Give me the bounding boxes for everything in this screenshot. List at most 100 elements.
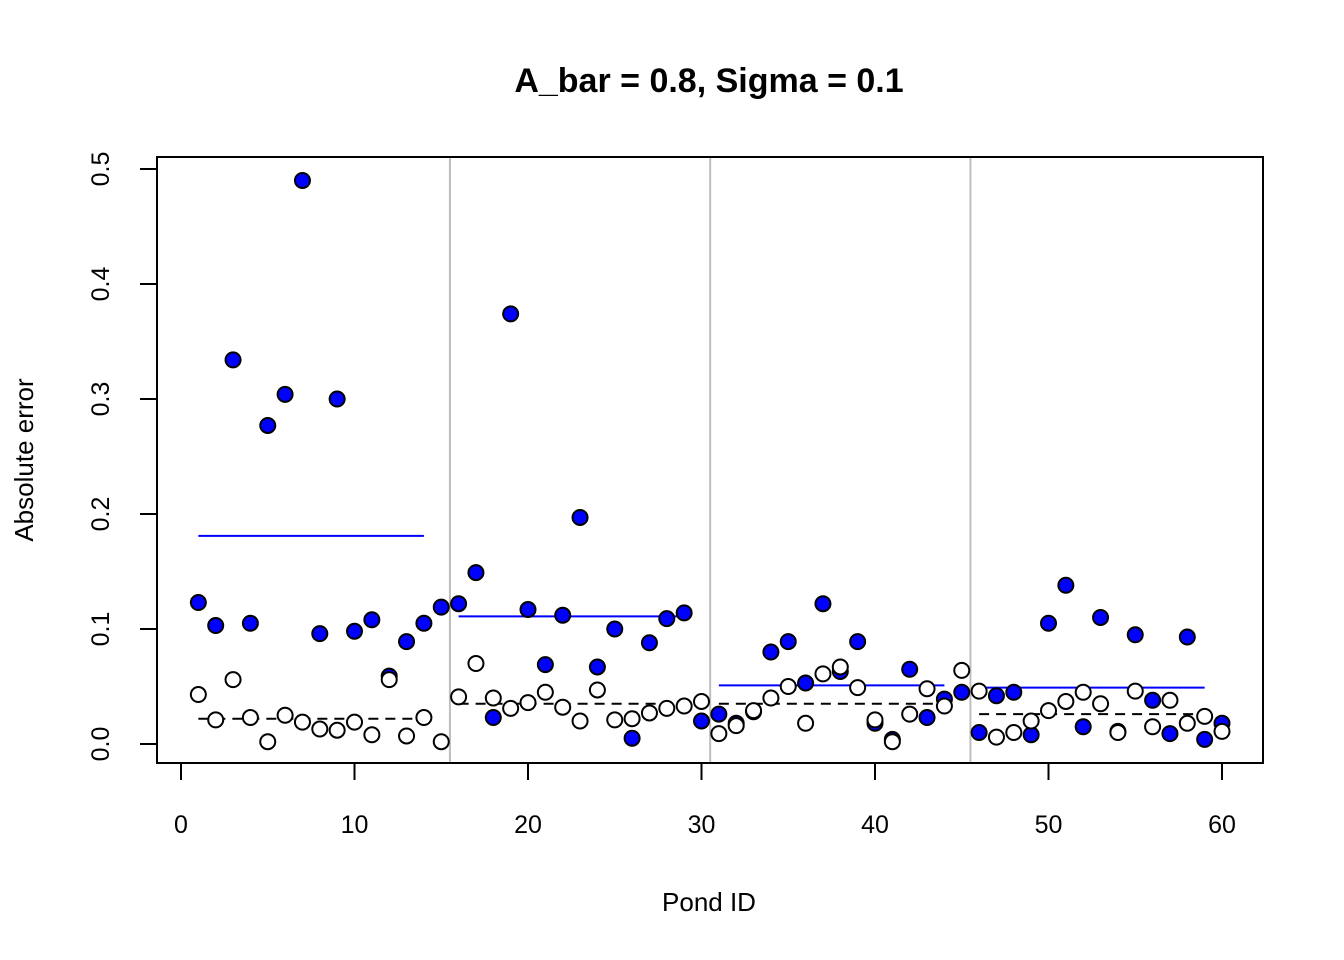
data-point-open [536, 683, 554, 701]
data-point-open [484, 689, 502, 707]
data-point-open [293, 713, 311, 731]
data-point-open [727, 717, 745, 735]
data-point-filled [311, 625, 329, 643]
x-axis-label: Pond ID [662, 887, 756, 917]
data-point-filled [363, 611, 381, 629]
data-point-open [519, 694, 537, 712]
data-point-open [363, 726, 381, 744]
data-point-open [1196, 707, 1214, 725]
x-tick-label: 40 [861, 811, 889, 839]
x-tick-label: 20 [514, 811, 542, 839]
data-point-filled [1022, 726, 1040, 744]
data-point-open [224, 671, 242, 689]
data-point-filled [502, 305, 520, 323]
data-point-open [259, 733, 277, 751]
y-axis: 0.0 0.1 0.2 0.3 0.4 0.5 [87, 152, 158, 762]
data-point-filled [1005, 683, 1023, 701]
data-point-open [1178, 714, 1196, 732]
data-point-filled [1126, 626, 1144, 644]
data-point-open [814, 665, 832, 683]
data-point-open [901, 705, 919, 723]
data-point-open [328, 721, 346, 739]
x-tick-label: 30 [688, 811, 716, 839]
data-point-open [1126, 682, 1144, 700]
data-point-open [883, 733, 901, 751]
data-point-filled [276, 385, 294, 403]
data-point-filled [241, 614, 259, 632]
data-point-filled [901, 660, 919, 678]
data-point-filled [623, 729, 641, 747]
data-point-open [467, 655, 485, 672]
data-point-open [658, 699, 676, 717]
data-point-open [554, 698, 572, 716]
y-tick-label: 0.4 [87, 267, 115, 302]
x-tick-label: 50 [1035, 811, 1063, 839]
data-point-open [693, 692, 710, 710]
data-point-open [849, 679, 867, 697]
data-point-open [1022, 712, 1040, 730]
data-point-open [380, 671, 398, 689]
data-point-open [866, 711, 884, 729]
data-point-open [207, 711, 225, 729]
data-point-filled [398, 633, 416, 651]
data-point-open [1144, 718, 1162, 736]
data-point-filled [207, 617, 225, 635]
data-point-open [831, 658, 849, 676]
data-point-filled [432, 598, 450, 616]
data-point-open [1213, 722, 1231, 740]
data-point-open [797, 714, 815, 732]
data-point-open [1057, 692, 1075, 710]
data-point-open [1074, 683, 1092, 701]
data-point-filled [987, 687, 1005, 705]
data-point-filled [1057, 576, 1075, 594]
data-point-filled [346, 622, 363, 640]
data-point-open [346, 713, 363, 731]
data-point-filled [779, 633, 797, 651]
data-point-filled [293, 172, 311, 189]
data-point-filled [814, 595, 832, 613]
data-point-filled [1161, 725, 1179, 743]
data-point-open [276, 706, 294, 724]
data-point-filled [415, 614, 433, 632]
data-point-open [450, 688, 468, 706]
data-point-open [970, 682, 988, 700]
data-point-filled [1092, 609, 1110, 626]
data-point-filled [536, 656, 554, 674]
data-point-filled [1074, 718, 1092, 736]
data-point-open [398, 727, 416, 745]
data-point-open [1109, 724, 1127, 741]
data-point-filled [1144, 691, 1162, 709]
data-point-open [432, 733, 450, 751]
data-point-open [311, 720, 329, 738]
data-point-open [415, 709, 433, 727]
data-point-filled [450, 595, 468, 613]
data-point-open [675, 697, 693, 715]
data-point-open [1040, 702, 1057, 720]
data-point-filled [762, 643, 780, 661]
data-point-open [1005, 724, 1023, 741]
data-point-open [745, 702, 763, 720]
data-point-filled [588, 658, 606, 676]
data-point-filled [571, 508, 589, 526]
y-axis-label: Absolute error [9, 378, 39, 542]
data-points [189, 172, 1231, 751]
data-point-open [953, 661, 971, 679]
data-point-filled [710, 705, 728, 723]
x-tick-label: 0 [174, 811, 188, 839]
y-tick-label: 0.2 [87, 497, 115, 532]
y-tick-label: 0.1 [87, 612, 115, 647]
data-point-filled [918, 709, 936, 727]
data-point-filled [1040, 614, 1057, 632]
x-axis: 0 10 20 30 40 50 60 [174, 762, 1236, 839]
data-point-filled [640, 634, 658, 652]
y-tick-label: 0.0 [87, 727, 115, 762]
data-point-filled [224, 351, 242, 369]
data-point-open [762, 689, 780, 707]
data-point-open [241, 709, 259, 727]
data-point-filled [259, 416, 277, 434]
data-point-filled [970, 724, 988, 741]
data-point-filled [849, 633, 867, 651]
data-point-open [918, 680, 936, 698]
data-point-open [779, 678, 797, 695]
